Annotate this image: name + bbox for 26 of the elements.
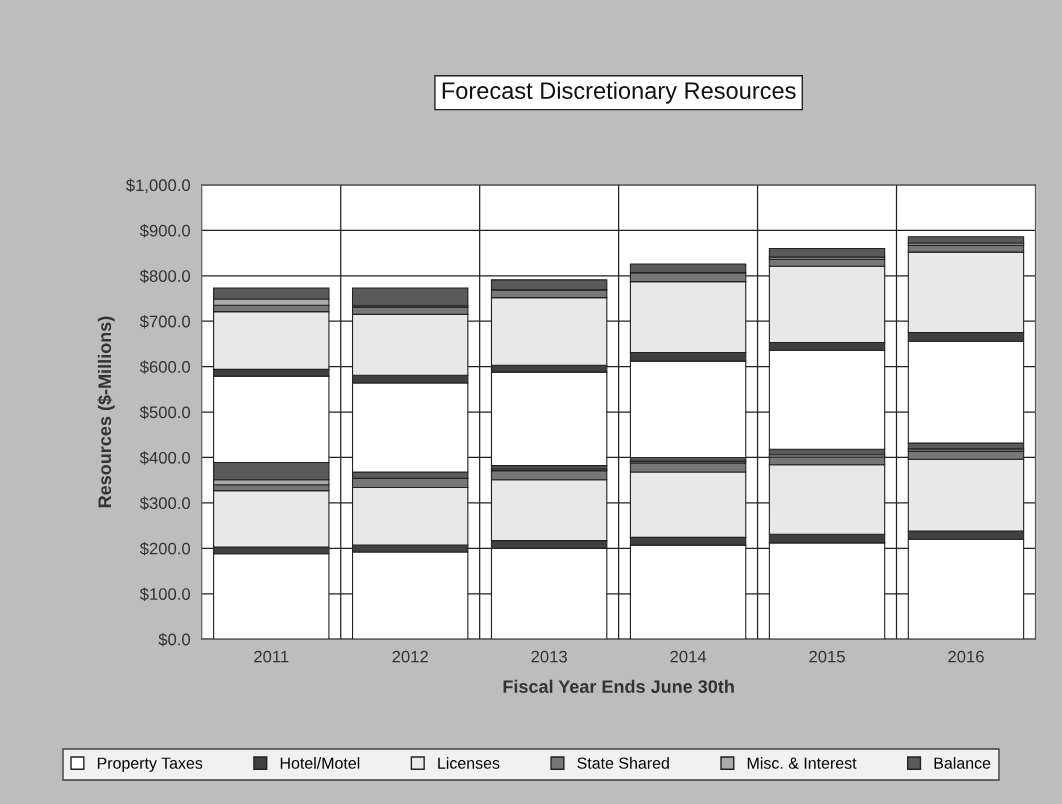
x-tick-label: 2013 — [531, 650, 567, 663]
x-tick-label: 2012 — [392, 650, 428, 663]
y-tick-label: $500.0 — [139, 405, 191, 420]
x-tick-label: 2015 — [809, 650, 845, 663]
y-tick-label: $400.0 — [139, 451, 191, 465]
legend-label: Licenses — [438, 757, 500, 769]
x-tick-label: 2011 — [254, 650, 289, 663]
x-tick-label: 2014 — [670, 650, 707, 663]
y-tick-label: $300.0 — [139, 496, 191, 511]
legend-label: Property Taxes — [97, 757, 203, 772]
y-tick-label: $100.0 — [139, 587, 191, 601]
legend-label: Misc. & Interest — [747, 757, 857, 769]
y-tick-label: $800.0 — [139, 269, 191, 283]
y-tick-label: $0.0 — [158, 632, 191, 647]
legend-label: State Shared — [577, 757, 669, 769]
legend-label: Balance — [934, 757, 991, 769]
legend-label: Hotel/Motel — [280, 757, 360, 769]
x-tick-label: 2016 — [948, 650, 984, 663]
y-tick-label: $700.0 — [139, 314, 191, 329]
x-axis-title: Fiscal Year Ends June 30th — [503, 679, 734, 693]
y-tick-label: $1,000.0 — [125, 178, 191, 194]
y-tick-label: $200.0 — [139, 542, 191, 556]
y-tick-label: $900.0 — [139, 224, 191, 238]
chart-title: Forecast Discretionary Resources — [442, 81, 796, 104]
y-axis-title: Resources ($-Millions) — [97, 316, 115, 508]
y-tick-label: $600.0 — [139, 360, 191, 374]
